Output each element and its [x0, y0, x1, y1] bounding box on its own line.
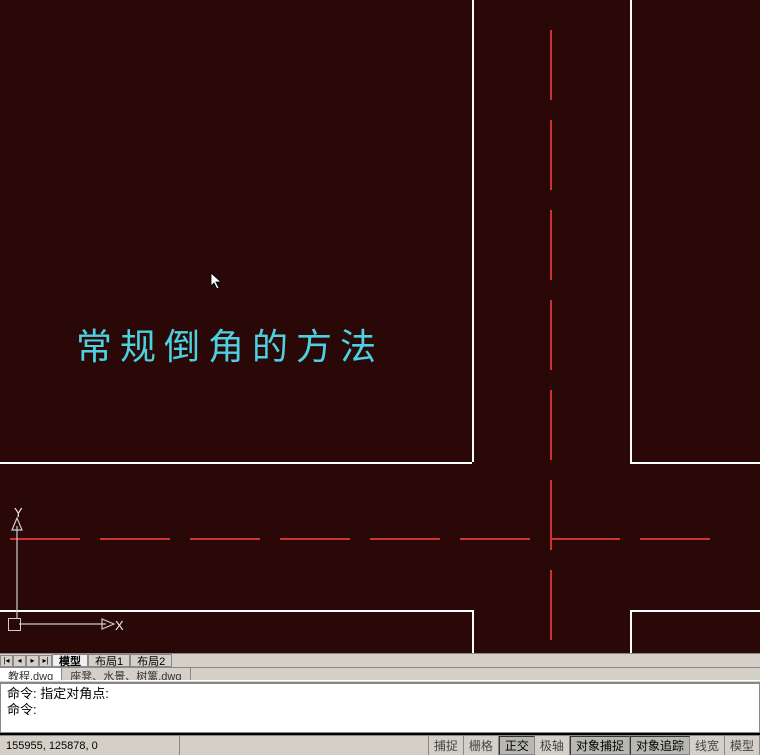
tab-model[interactable]: 模型: [52, 654, 88, 667]
status-polar[interactable]: 极轴: [535, 736, 570, 755]
wall-line: [630, 0, 632, 462]
command-history-line: 命令: 指定对角点:: [7, 686, 753, 702]
ucs-x-axis: [14, 618, 114, 630]
ucs-origin: [8, 618, 21, 631]
ucs-x-label: X: [115, 618, 124, 633]
status-model[interactable]: 模型: [725, 736, 760, 755]
status-grid[interactable]: 栅格: [464, 736, 499, 755]
layout-tab-bar: |◂ ◂ ▸ ▸| 模型 布局1 布局2: [0, 653, 760, 667]
center-line: [550, 0, 552, 653]
wall-line: [630, 462, 760, 464]
tab-scroll-last[interactable]: ▸|: [39, 655, 52, 667]
wall-line: [630, 610, 632, 653]
tab-scroll-prev[interactable]: ◂: [13, 655, 26, 667]
status-bar: 155955, 125878, 0 捕捉 栅格 正交 极轴 对象捕捉 对象追踪 …: [0, 735, 760, 755]
status-spacer: [180, 736, 429, 755]
tab-scroll-first[interactable]: |◂: [0, 655, 13, 667]
command-window[interactable]: 命令: 指定对角点: 命令:: [0, 683, 760, 733]
tab-layout1[interactable]: 布局1: [88, 654, 130, 667]
status-snap[interactable]: 捕捉: [429, 736, 464, 755]
status-lweight[interactable]: 线宽: [690, 736, 725, 755]
ucs-y-axis: [14, 518, 26, 618]
wall-line: [0, 462, 472, 464]
wall-line: [472, 0, 474, 462]
tab-layout2[interactable]: 布局2: [130, 654, 172, 667]
drawing-canvas[interactable]: 常规倒角的方法 Y X: [0, 0, 760, 653]
status-ortho[interactable]: 正交: [499, 736, 535, 755]
status-coordinates[interactable]: 155955, 125878, 0: [0, 736, 180, 755]
command-prompt: 命令:: [7, 702, 753, 718]
status-osnap[interactable]: 对象捕捉: [570, 736, 630, 755]
tab-scroll-next[interactable]: ▸: [26, 655, 39, 667]
wall-line: [472, 610, 474, 653]
wall-line: [630, 610, 760, 612]
wall-line: [0, 610, 472, 612]
status-otrack[interactable]: 对象追踪: [630, 736, 690, 755]
annotation-text: 常规倒角的方法: [76, 318, 384, 370]
mouse-cursor: [210, 272, 224, 290]
center-line: [0, 538, 760, 540]
